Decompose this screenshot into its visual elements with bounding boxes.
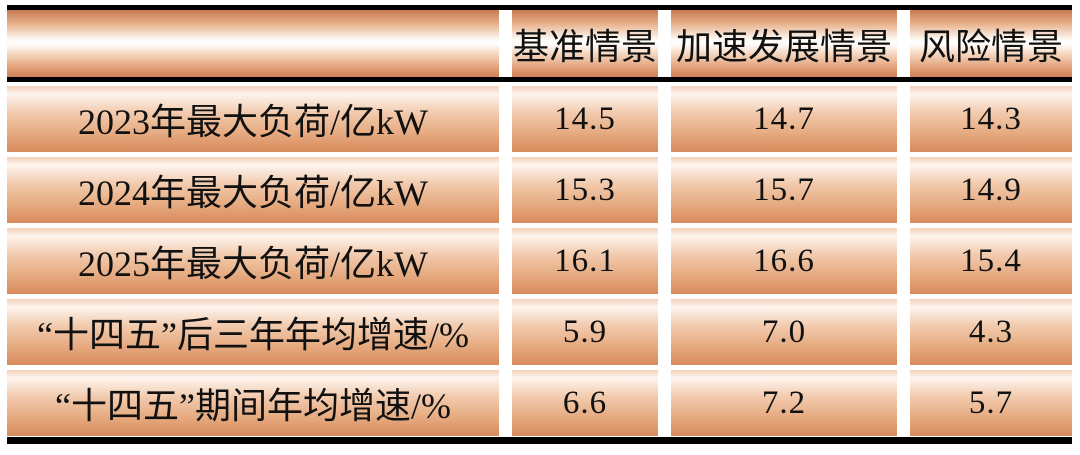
value-cell: 15.4 (910, 228, 1072, 294)
value-cell: 16.6 (671, 228, 897, 294)
row-label-cell: 2023年最大负荷/亿kW (7, 86, 499, 152)
header-separator-rule (7, 77, 1072, 82)
value-cell: 7.2 (671, 370, 897, 436)
value-cell: 6.6 (512, 370, 658, 436)
scenario-load-table: 基准情景 加速发展情景 风险情景 2023年最大负荷/亿kW 14.5 14.7… (7, 5, 1072, 444)
row-label-cell: 2025年最大负荷/亿kW (7, 228, 499, 294)
table-row: “十四五”期间年均增速/% 6.6 7.2 5.7 (7, 370, 1072, 436)
value-cell: 14.3 (910, 86, 1072, 152)
value-cell: 16.1 (512, 228, 658, 294)
table-bottom-border (7, 437, 1072, 444)
value-cell: 4.3 (910, 299, 1072, 365)
table-row: 2024年最大负荷/亿kW 15.3 15.7 14.9 (7, 157, 1072, 223)
value-cell: 14.7 (671, 86, 897, 152)
value-cell: 14.9 (910, 157, 1072, 223)
row-label-cell: “十四五”后三年年均增速/% (7, 299, 499, 365)
table-top-border (7, 5, 1072, 10)
value-cell: 7.0 (671, 299, 897, 365)
header-cell-accelerated-scenario: 加速发展情景 (671, 10, 897, 77)
header-cell-empty (7, 10, 499, 77)
table-row: 2023年最大负荷/亿kW 14.5 14.7 14.3 (7, 86, 1072, 152)
value-cell: 5.7 (910, 370, 1072, 436)
table-header-row: 基准情景 加速发展情景 风险情景 (7, 10, 1072, 77)
table-row: “十四五”后三年年均增速/% 5.9 7.0 4.3 (7, 299, 1072, 365)
value-cell: 5.9 (512, 299, 658, 365)
value-cell: 14.5 (512, 86, 658, 152)
row-label-cell: 2024年最大负荷/亿kW (7, 157, 499, 223)
value-cell: 15.7 (671, 157, 897, 223)
header-cell-risk-scenario: 风险情景 (910, 10, 1072, 77)
header-cell-base-scenario: 基准情景 (512, 10, 658, 77)
table-row: 2025年最大负荷/亿kW 16.1 16.6 15.4 (7, 228, 1072, 294)
row-label-cell: “十四五”期间年均增速/% (7, 370, 499, 436)
table-body: 2023年最大负荷/亿kW 14.5 14.7 14.3 2024年最大负荷/亿… (7, 82, 1072, 436)
value-cell: 15.3 (512, 157, 658, 223)
